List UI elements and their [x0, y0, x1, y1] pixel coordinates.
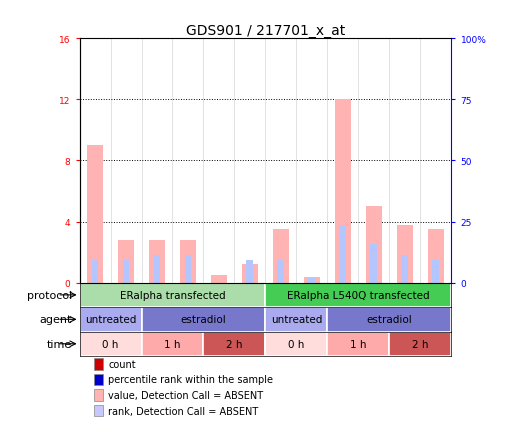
Bar [432, 260, 440, 283]
Text: 0 h: 0 h [102, 339, 119, 349]
Text: percentile rank within the sample: percentile rank within the sample [108, 375, 273, 385]
Text: 0 h: 0 h [288, 339, 305, 349]
Text: agent: agent [40, 315, 72, 325]
Bar [265, 283, 451, 307]
Bar [80, 332, 142, 356]
Text: 2 h: 2 h [226, 339, 243, 349]
Text: rank, Detection Call = ABSENT: rank, Detection Call = ABSENT [108, 406, 259, 416]
Text: ERalpha transfected: ERalpha transfected [120, 290, 225, 300]
Bar [211, 276, 227, 283]
Text: untreated: untreated [85, 315, 136, 325]
Bar [397, 225, 412, 283]
Bar [402, 256, 408, 283]
Bar [340, 225, 346, 283]
Bar [94, 358, 103, 370]
Bar [94, 374, 103, 385]
Bar [246, 260, 253, 283]
Bar [278, 260, 285, 283]
Bar [265, 332, 327, 356]
Text: 2 h: 2 h [412, 339, 429, 349]
Bar [94, 405, 103, 417]
Text: untreated: untreated [271, 315, 322, 325]
Bar [308, 279, 315, 283]
Bar [142, 307, 265, 332]
Bar [123, 260, 129, 283]
Bar [94, 389, 103, 401]
Bar [149, 240, 165, 283]
Bar [327, 307, 451, 332]
Bar [327, 332, 389, 356]
Bar [87, 146, 103, 283]
Bar [304, 277, 320, 283]
Bar [180, 240, 196, 283]
Bar [366, 207, 382, 283]
Text: ERalpha L540Q transfected: ERalpha L540Q transfected [287, 290, 430, 300]
Text: count: count [108, 359, 136, 369]
Text: 1 h: 1 h [164, 339, 181, 349]
Bar [335, 100, 351, 283]
Bar [273, 230, 289, 283]
Text: value, Detection Call = ABSENT: value, Detection Call = ABSENT [108, 390, 263, 400]
Title: GDS901 / 217701_x_at: GDS901 / 217701_x_at [186, 24, 345, 38]
Bar [242, 265, 258, 283]
Bar [370, 245, 378, 283]
Bar [265, 307, 327, 332]
Bar [389, 332, 451, 356]
Text: estradiol: estradiol [367, 315, 412, 325]
Text: time: time [47, 339, 72, 349]
Text: estradiol: estradiol [181, 315, 226, 325]
Bar [142, 332, 204, 356]
Bar [185, 256, 191, 283]
Text: protocol: protocol [27, 290, 72, 300]
Bar [80, 307, 142, 332]
Bar [91, 260, 98, 283]
Bar [428, 230, 444, 283]
Text: 1 h: 1 h [350, 339, 367, 349]
Bar [153, 256, 161, 283]
Bar [204, 332, 266, 356]
Bar [80, 283, 265, 307]
Bar [119, 240, 134, 283]
